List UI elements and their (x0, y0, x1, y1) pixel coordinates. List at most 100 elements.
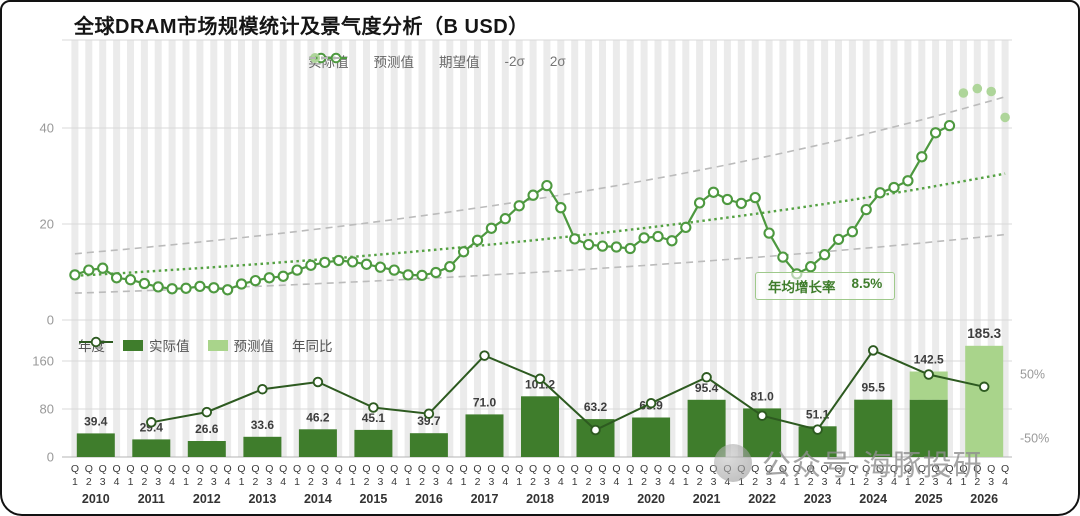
actual-marker (652, 230, 664, 243)
top-ytick-label: 40 (40, 121, 54, 136)
actual-marker (416, 269, 428, 282)
quarter-label-q: Q (751, 463, 759, 475)
quarter-label-q: Q (890, 463, 898, 475)
bar-actual (298, 429, 337, 457)
bar-value-label: 142.5 (914, 353, 944, 367)
quarter-label-number: 2 (697, 476, 703, 488)
quarter-label-number: 4 (114, 476, 120, 488)
quarter-label-number: 4 (336, 476, 342, 488)
quarter-label-q: Q (376, 463, 384, 475)
quarter-stripe (557, 40, 565, 457)
quarter-label-number: 1 (905, 476, 911, 488)
actual-marker (929, 127, 942, 139)
bar-actual (854, 399, 893, 457)
quarter-label-q: Q (154, 463, 162, 475)
actual-marker (902, 175, 914, 187)
quarter-label-q: Q (126, 463, 134, 475)
actual-marker (152, 281, 164, 293)
quarter-label-q: Q (654, 463, 662, 475)
quarter-stripe (446, 40, 454, 457)
quarter-stripe (932, 40, 940, 457)
quarter-label-number: 4 (669, 476, 675, 488)
growth-rate-label: 年均增长率 (768, 280, 836, 295)
quarter-stripe (737, 40, 745, 457)
actual-marker (166, 283, 178, 295)
actual-marker (305, 259, 317, 271)
quarter-label-number: 3 (100, 476, 106, 488)
actual-marker (721, 193, 734, 206)
right-ytick-label: 50% (1020, 368, 1045, 382)
quarter-label-number: 4 (836, 476, 842, 488)
quarter-label-number: 3 (433, 476, 439, 488)
quarter-stripe (349, 40, 357, 457)
actual-marker (138, 277, 151, 290)
yoy-marker (756, 410, 768, 421)
quarter-stripe (571, 40, 579, 457)
quarter-stripe (224, 40, 232, 457)
quarter-label-number: 1 (516, 476, 522, 488)
quarter-label-q: Q (821, 463, 829, 475)
quarter-stripe (779, 40, 787, 457)
quarter-stripe (904, 40, 912, 457)
quarter-label-number: 3 (155, 476, 161, 488)
quarter-stripe (376, 40, 384, 457)
actual-marker (735, 197, 747, 210)
quarter-label-number: 4 (724, 476, 730, 488)
actual-marker (249, 274, 262, 287)
bar-value-label: 71.0 (473, 395, 497, 409)
quarter-label-number: 1 (294, 476, 300, 488)
actual-marker (499, 213, 511, 225)
actual-marker (333, 254, 345, 267)
actual-marker (638, 232, 650, 244)
quarter-label-number: 4 (891, 476, 897, 488)
actual-marker (749, 191, 761, 204)
actual-marker (402, 269, 414, 281)
actual-marker (110, 272, 123, 284)
yoy-marker (368, 402, 379, 413)
quarter-label-q: Q (279, 463, 287, 475)
quarter-stripe (654, 40, 662, 457)
year-label: 2013 (248, 492, 276, 506)
quarter-stripe (140, 40, 148, 457)
bar-actual (76, 433, 115, 457)
quarter-stripe (751, 40, 759, 457)
quarter-stripe (668, 40, 676, 457)
quarter-label-number: 3 (766, 476, 772, 488)
actual-line (74, 124, 951, 291)
yoy-marker (312, 376, 324, 388)
quarter-label-q: Q (737, 463, 745, 475)
quarter-label-q: Q (71, 463, 79, 475)
actual-marker (83, 264, 95, 276)
actual-marker (124, 274, 137, 286)
bar-value-label: 51.1 (806, 407, 830, 421)
actual-marker (777, 251, 789, 263)
quarter-label-q: Q (265, 463, 273, 475)
bottom-ytick-label: 80 (40, 402, 54, 417)
quarter-stripe (821, 40, 829, 457)
bar-actual (132, 439, 171, 457)
quarter-stripe (210, 40, 218, 457)
quarter-label-q: Q (113, 463, 121, 475)
actual-marker (569, 233, 581, 245)
quarter-label-q: Q (682, 463, 690, 475)
quarter-label-number: 3 (933, 476, 939, 488)
quarter-stripe (723, 40, 731, 457)
quarter-stripe (404, 40, 412, 457)
quarter-label-q: Q (473, 463, 481, 475)
quarter-label-q: Q (501, 463, 509, 475)
quarter-label-number: 2 (919, 476, 925, 488)
year-label: 2022 (748, 492, 776, 506)
yoy-marker (201, 406, 213, 418)
quarter-label-number: 2 (808, 476, 814, 488)
quarter-stripe (1001, 40, 1009, 457)
actual-marker (680, 221, 692, 234)
quarter-label-number: 2 (308, 476, 314, 488)
year-label: 2010 (82, 492, 110, 506)
quarter-stripe (515, 40, 523, 457)
quarter-label-number: 3 (822, 476, 828, 488)
quarter-label-number: 2 (974, 476, 980, 488)
year-label: 2015 (359, 492, 387, 506)
actual-marker (846, 226, 859, 238)
quarter-stripe (876, 40, 884, 457)
